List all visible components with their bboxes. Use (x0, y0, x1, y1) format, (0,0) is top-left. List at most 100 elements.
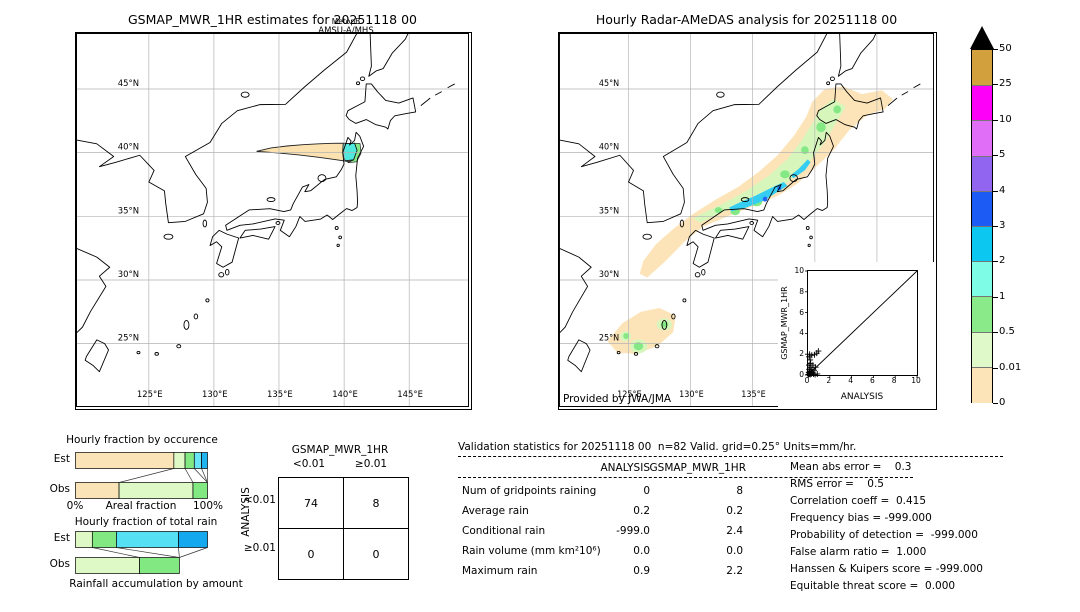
island (240, 91, 250, 98)
inset-x-tick-label: 4 (848, 376, 853, 385)
precip-streak-2mm-niigata (790, 159, 811, 179)
scatter-point (810, 367, 817, 374)
lat-label: 35°N (599, 205, 619, 215)
colorbar-label: 5 (999, 149, 1006, 161)
island (616, 350, 621, 355)
occurrence-bars (75, 452, 208, 499)
stat-value-analysis: 0 (643, 485, 650, 497)
inset-y-tick-label: 4 (799, 328, 804, 338)
inset-y-tick-label: 2 (799, 349, 804, 359)
lon-label: 130°E (202, 389, 228, 399)
total-rain-obs-label: Obs (49, 558, 70, 570)
occurrence-x-label: Areal fraction (105, 500, 177, 512)
total-rain-caption: Rainfall accumulation by amount (69, 578, 243, 590)
stat-value-gsmap: 0.0 (726, 545, 743, 557)
inset-y-tick-label: 6 (799, 307, 804, 317)
colorbar-label: 2 (999, 255, 1006, 267)
total-rain-est-label: Est (53, 532, 70, 544)
colorbar-tick (993, 155, 998, 157)
stat-row-label: Average rain (462, 505, 529, 517)
island (679, 219, 685, 228)
island (275, 221, 281, 225)
score-line: Equitable threat score = 0.000 (790, 580, 956, 592)
precip-band-0.5 (693, 99, 846, 223)
stat-value-analysis: 0.9 (633, 565, 650, 577)
colorbar-label: 1 (999, 290, 1006, 302)
inset-y-axis-label: GSMAP_MWR_1HR (780, 286, 789, 360)
right-map-title: Hourly Radar-AMeDAS analysis for 2025111… (595, 12, 898, 27)
flow-link (184, 468, 194, 483)
stat-value-analysis: -999.0 (616, 525, 650, 537)
colorbar-segment (972, 50, 992, 86)
lat-label: 45°N (118, 78, 139, 88)
island (826, 81, 831, 86)
island (716, 91, 725, 98)
tot-svg-est-segment (91, 531, 117, 548)
contingency-col-label-lt: <0.01 (292, 458, 326, 470)
island (334, 226, 339, 230)
colorbar-segment (972, 261, 992, 298)
contingency-col-label-ge: ≥0.01 (354, 458, 388, 470)
left-map-gridlines (76, 33, 469, 407)
left-map-sensor-label: AMSU-A/MHS (318, 26, 374, 36)
stats-header: Validation statistics for 20251118 00 n=… (458, 441, 857, 453)
flow-link (92, 547, 140, 558)
colorbar (971, 49, 993, 403)
island (202, 219, 208, 228)
island (356, 81, 361, 86)
coast-line (901, 91, 909, 96)
scatter-point (806, 353, 813, 360)
colorbar-tick (993, 84, 998, 86)
inset-plot-area (805, 270, 918, 378)
colorbar-tick (993, 296, 998, 298)
colorbar-label: 0.5 (999, 326, 1015, 338)
coast-polygon (701, 131, 834, 238)
precip-south-blob-0.01 (607, 308, 676, 354)
lon-label: 145°E (397, 389, 423, 399)
inset-x-tick-label: 2 (826, 376, 832, 385)
score-line: RMS error = 0.5 (790, 478, 884, 490)
occurrence-x-max: 100% (192, 500, 224, 512)
left-map-border (76, 33, 469, 407)
score-line: False alarm ratio = 1.000 (790, 546, 927, 558)
occurrence-x-min: 0% (66, 500, 84, 512)
contingency-row-label-ge: ≥0.01 (243, 542, 276, 554)
occ-svg-est-segment (201, 452, 208, 469)
left-map-coastline (76, 33, 455, 373)
island (336, 243, 340, 248)
inset-plot (805, 270, 918, 378)
island (154, 352, 159, 356)
map-credit: Provided by JWA/JMA (563, 393, 672, 405)
contingency-cell-00: 74 (278, 477, 344, 529)
flow-link (179, 547, 208, 558)
island (661, 320, 668, 330)
stat-value-analysis: 0.2 (633, 505, 650, 517)
island (183, 320, 190, 330)
precip-cell-1mm (714, 207, 723, 214)
contingency-cell-11: 0 (343, 528, 409, 580)
right-map-border (559, 33, 934, 407)
score-line: Correlation coeff = 0.415 (790, 495, 926, 507)
precip-cell-1mm (816, 122, 826, 133)
lat-label: 25°N (118, 333, 139, 343)
one-to-one-line (807, 270, 918, 376)
stats-col-gsmap: GSMAP_MWR_1HR (649, 462, 746, 474)
colorbar-overflow-triangle (970, 26, 994, 49)
left-map-satellite-label: MetopB (331, 17, 361, 26)
island (633, 352, 639, 356)
total-rain-bars (75, 531, 208, 574)
lat-label: 30°N (599, 269, 619, 279)
precip-cell-1mm (780, 170, 790, 179)
occ-svg-est-segment (173, 452, 186, 469)
contingency-row-label-lt: <0.01 (243, 494, 276, 506)
coast-line (76, 33, 358, 224)
occ-svg-est-segment (184, 452, 195, 469)
island (682, 298, 687, 303)
coast-polygon (84, 339, 109, 373)
island (193, 313, 199, 320)
island (654, 344, 660, 349)
coast-line (420, 97, 431, 106)
island (701, 268, 706, 276)
scatter-inset: GSMAP_MWR_1HR ANALYSIS 0 0 2 2 4 4 6 6 8 8 10 10 (778, 262, 934, 408)
occ-svg-est-segment (193, 452, 202, 469)
